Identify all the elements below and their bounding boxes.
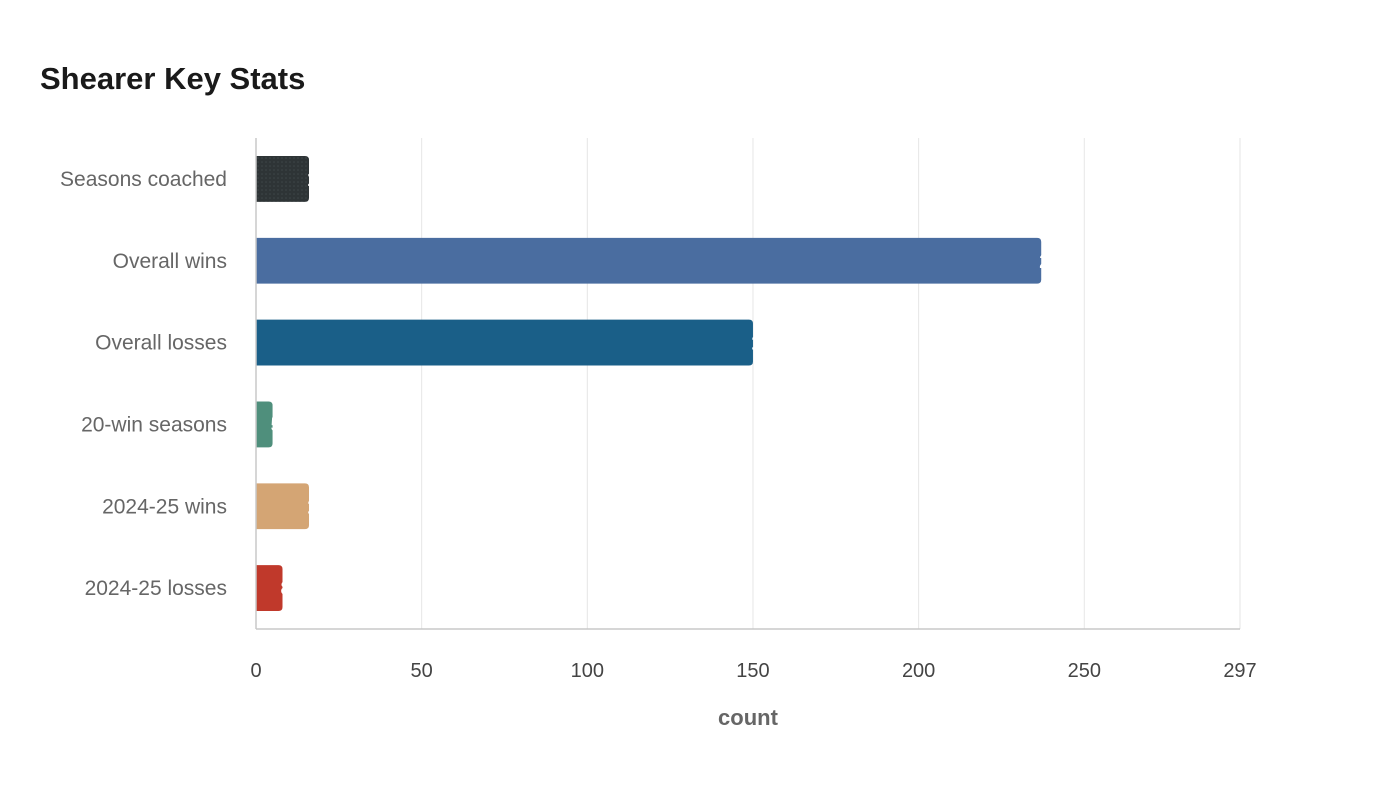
x-tick-label: 0 bbox=[250, 660, 261, 682]
bar-value-label: 16 bbox=[307, 169, 329, 191]
tick-labels: 0 50 100 150 200 250 297 bbox=[250, 660, 1256, 682]
x-tick-label: 50 bbox=[411, 660, 433, 682]
bar-value-label: 237 bbox=[1039, 251, 1072, 273]
bar-value-label: 8 bbox=[281, 578, 292, 600]
category-label: Overall wins bbox=[113, 250, 227, 273]
bar bbox=[256, 401, 273, 448]
category-label: 2024-25 wins bbox=[102, 495, 227, 518]
bars: 16 237 150 5 16 8 bbox=[256, 156, 1072, 611]
bar bbox=[256, 156, 310, 202]
chart-title: Shearer Key Stats bbox=[40, 61, 306, 96]
bar bbox=[256, 565, 283, 611]
bar bbox=[256, 319, 753, 366]
category-label: Overall losses bbox=[95, 332, 227, 355]
bar-value-label: 16 bbox=[307, 496, 329, 518]
bar bbox=[256, 237, 1042, 284]
x-axis-title: count bbox=[718, 705, 779, 730]
bar-value-label: 5 bbox=[271, 414, 282, 436]
bar bbox=[256, 483, 310, 530]
x-tick-label: 297 bbox=[1223, 660, 1256, 682]
bar-value-label: 150 bbox=[751, 333, 784, 355]
x-tick-label: 100 bbox=[571, 660, 604, 682]
x-tick-label: 200 bbox=[902, 660, 935, 682]
category-label: 2024-25 losses bbox=[85, 577, 227, 600]
category-label: 20-win seasons bbox=[81, 413, 227, 436]
category-label: Seasons coached bbox=[60, 168, 227, 191]
category-labels: Seasons coached Overall wins Overall losse… bbox=[60, 168, 227, 600]
x-tick-label: 150 bbox=[736, 660, 769, 682]
gridlines bbox=[421, 138, 1241, 629]
x-tick-label: 250 bbox=[1068, 660, 1101, 682]
